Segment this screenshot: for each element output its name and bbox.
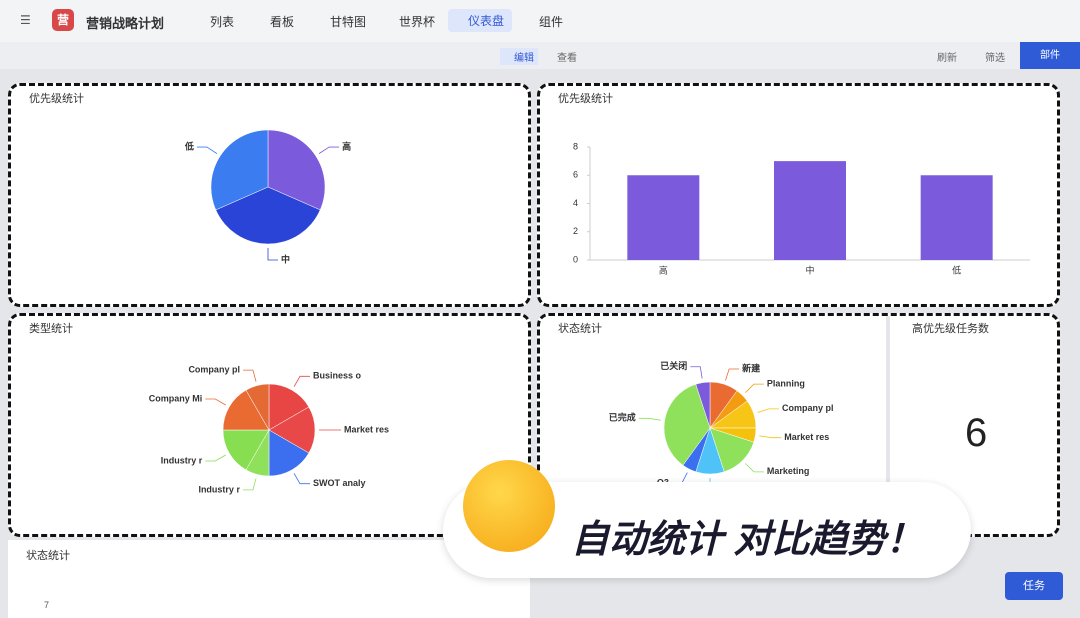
x-tick-label: 低 (952, 264, 961, 275)
tab[interactable]: 世界杯 (399, 15, 436, 29)
leader-line (196, 146, 218, 154)
divider (886, 316, 890, 534)
x-tick-label: 中 (805, 264, 814, 275)
task-button[interactable]: 任务 (1005, 572, 1063, 600)
pie-slice (663, 383, 711, 466)
leader-line (205, 398, 226, 406)
leader-line (745, 383, 764, 393)
banner: 自动统计 对比趋势！ (443, 460, 971, 578)
slice-label: Market res (784, 432, 829, 442)
slice-label: 已关闭 (660, 360, 687, 371)
tab-active[interactable]: 仪表盘 (448, 9, 513, 32)
leader-line (205, 454, 226, 462)
y-tick-label: 8 (573, 141, 578, 151)
slice-label: 中 (281, 253, 290, 264)
refresh-button[interactable]: 刷新 (937, 53, 957, 64)
slice-label: Business o (313, 371, 362, 381)
card-title: 优先级统计 (29, 93, 84, 105)
y-tick-label: 7 (44, 600, 50, 610)
pie-slice (215, 186, 321, 245)
pie-slice (268, 406, 316, 454)
card-title: 高优先级任务数 (912, 323, 989, 335)
leader-line (759, 435, 782, 439)
pie-slice (222, 429, 270, 471)
leader-line (293, 473, 310, 485)
y-tick-label: 6 (573, 170, 578, 180)
slice-label: Marketing (767, 466, 810, 476)
pie-slice (267, 129, 326, 211)
slice-label: Industry r (198, 484, 240, 494)
toolbar: ☰ 营 营销战略计划 列表 看板 甘特图 世界杯 仪表盘 组件 (0, 0, 1080, 43)
card-title: 状态统计 (558, 323, 602, 335)
bar (774, 161, 846, 260)
tab[interactable]: 甘特图 (330, 15, 367, 29)
bar (920, 175, 993, 260)
leader-line (318, 146, 340, 154)
pie-slice (222, 389, 270, 431)
bar (627, 175, 700, 260)
slice-label: Market res (344, 424, 389, 434)
leader-line (242, 369, 257, 382)
slice-label: 低 (184, 140, 194, 151)
leader-line (757, 408, 779, 413)
pie-slice (268, 429, 310, 477)
y-tick-label: 4 (573, 198, 578, 208)
emoji (463, 460, 555, 552)
logo: 营 (52, 9, 74, 31)
project-name[interactable]: 营销战略计划 (86, 16, 165, 31)
tab[interactable]: 看板 (270, 15, 295, 29)
pie-slice (210, 129, 269, 211)
view-button[interactable]: 查看 (557, 53, 577, 64)
card-title: 状态统计 (26, 550, 70, 562)
y-tick-label: 2 (573, 226, 578, 236)
leader-line (745, 463, 764, 473)
slice-label: Industry r (161, 455, 203, 465)
pie-slice (695, 381, 711, 429)
card-title: 优先级统计 (558, 93, 613, 105)
banner-text: 自动统计 对比趋势！ (571, 519, 924, 561)
edit-button[interactable]: 编辑 (500, 48, 538, 65)
leader-line (725, 368, 740, 381)
x-tick-label: 高 (659, 264, 668, 275)
slice-label: 已完成 (609, 412, 636, 423)
slice-label: Company pl (782, 403, 834, 413)
slice-label: Company pl (188, 364, 240, 374)
card-title: 类型统计 (29, 323, 73, 335)
y-tick-label: 0 (573, 254, 578, 264)
pie-slice (245, 383, 270, 431)
leader-line (690, 366, 703, 379)
card: 状态统计 7 (8, 540, 530, 618)
slice-label: 高 (342, 140, 351, 151)
leader-line (638, 417, 661, 421)
slice-label: 新建 (742, 362, 761, 373)
leader-line (242, 478, 257, 491)
tab[interactable]: 列表 (210, 15, 235, 29)
slice-label: Company Mi (149, 393, 203, 403)
leader-line (293, 375, 310, 387)
stat-value: 6 (965, 411, 988, 455)
filter-button[interactable]: 筛选 (985, 53, 1005, 64)
slice-label: Planning (767, 379, 805, 389)
add-widget[interactable]: 组件 (539, 15, 564, 29)
menu-icon[interactable]: ☰ (20, 13, 31, 27)
add-part-button[interactable]: 部件 (1020, 42, 1080, 69)
leader-line (267, 248, 278, 261)
subbar: 编辑 查看 刷新 筛选 部件 (0, 42, 1080, 69)
pie-slice (268, 383, 310, 431)
slice-label: SWOT analy (313, 478, 366, 488)
